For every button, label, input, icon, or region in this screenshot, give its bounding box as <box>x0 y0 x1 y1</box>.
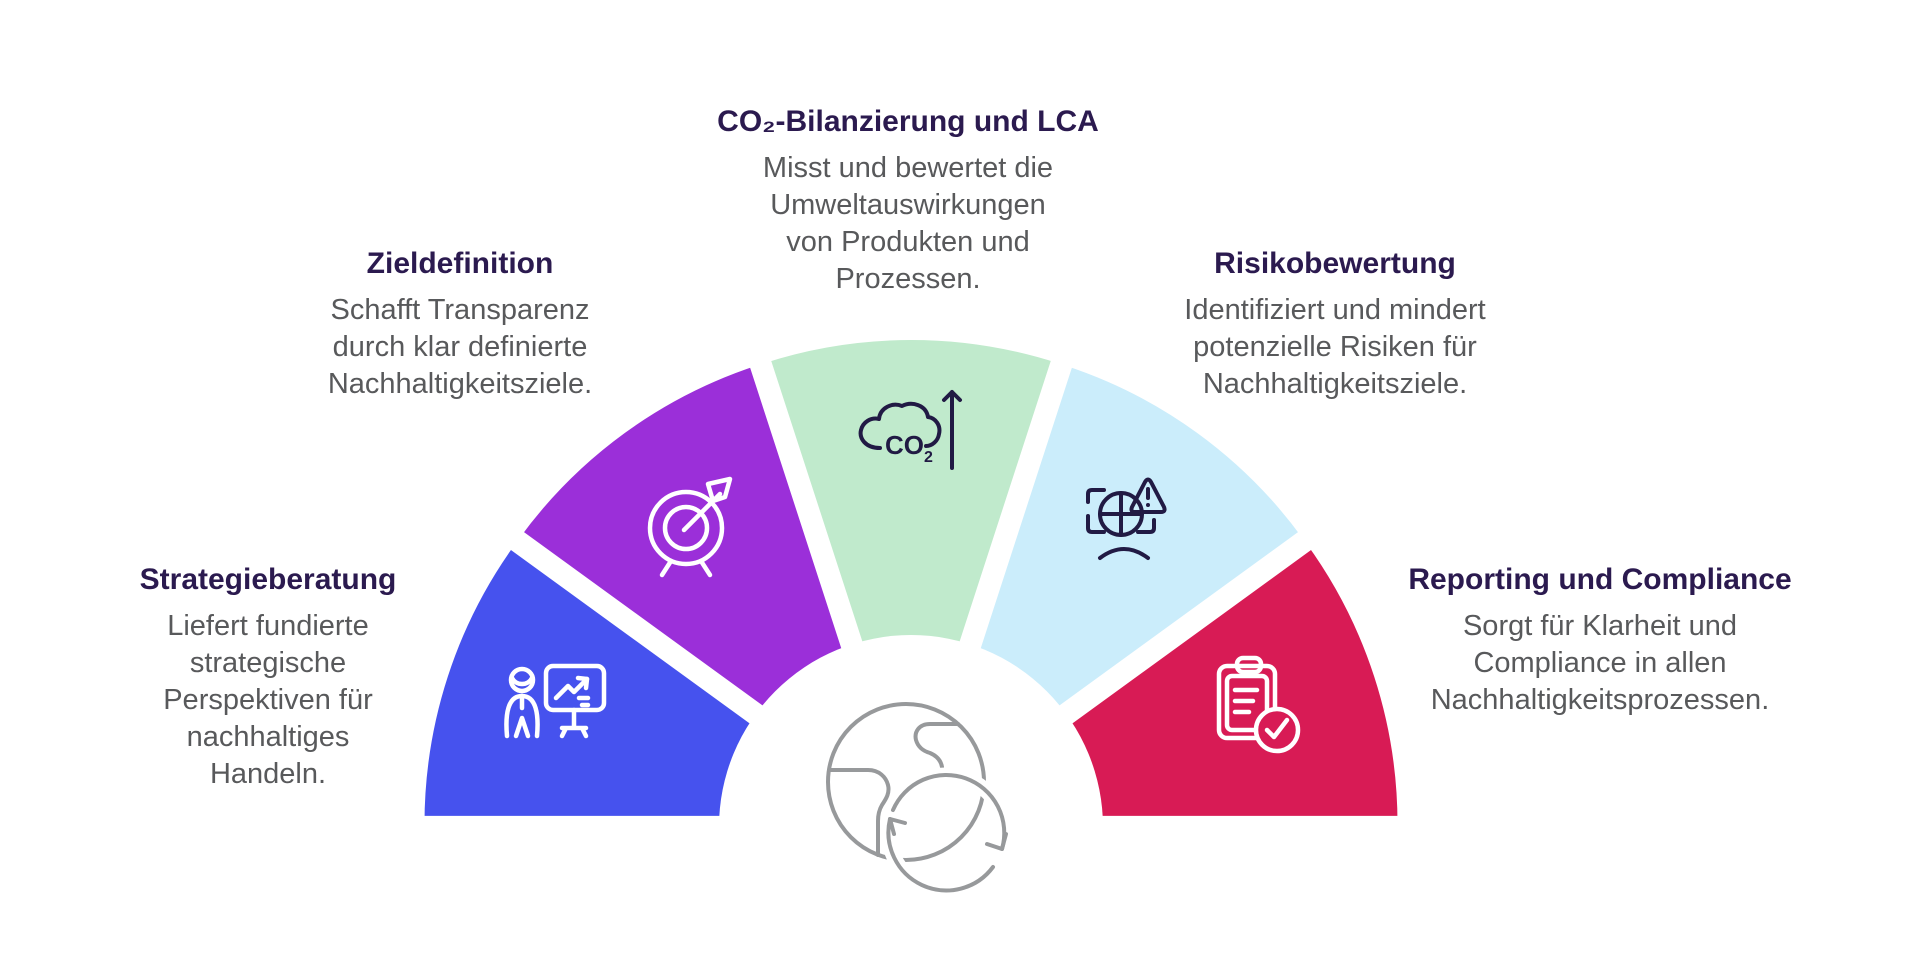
segment-title: Reporting und Compliance <box>1408 563 1792 596</box>
segment-description: Sorgt für Klarheit und Compliance in all… <box>1430 610 1770 716</box>
segment-description: Identifiziert und mindert potenzielle Ri… <box>1184 294 1486 400</box>
segment-description: Liefert fundierte strategische Perspekti… <box>163 610 373 790</box>
risk-warning-icon <box>1086 477 1167 560</box>
segment-title: Strategieberatung <box>139 563 397 596</box>
segment-label-risikobewertung: Risikobewertung Identifiziert und minder… <box>1115 244 1555 403</box>
segment-label-zieldefinition: Zieldefinition Schafft Transparenz durch… <box>280 244 640 403</box>
segment-label-co2-bilanzierung: CO₂-Bilanzierung und LCA Misst und bewer… <box>688 102 1128 298</box>
co2-cloud-arrow-icon: CO 2 <box>858 390 962 470</box>
target-arrow-icon <box>647 476 733 578</box>
inner-hub-circle <box>719 635 1103 974</box>
co2-subscript: 2 <box>924 449 933 466</box>
segment-description: Misst und bewertet die Umweltauswirkunge… <box>762 152 1054 295</box>
segment-title: Risikobewertung <box>1214 247 1456 280</box>
segment-title: Zieldefinition <box>366 247 554 280</box>
globe-recycle-icon <box>826 702 1012 898</box>
clipboard-check-icon <box>1216 655 1301 754</box>
wedge-co2-bilanzierung <box>751 324 1071 843</box>
co2-label: CO <box>885 430 924 460</box>
presentation-chart-icon <box>504 663 607 739</box>
segment-label-reporting-compliance: Reporting und Compliance Sorgt für Klarh… <box>1360 560 1840 719</box>
segment-title: CO₂-Bilanzierung und LCA <box>717 105 1099 138</box>
segment-description: Schafft Transparenz durch klar definiert… <box>327 294 593 400</box>
segment-label-strategieberatung: Strategieberatung Liefert fundierte stra… <box>108 560 428 793</box>
